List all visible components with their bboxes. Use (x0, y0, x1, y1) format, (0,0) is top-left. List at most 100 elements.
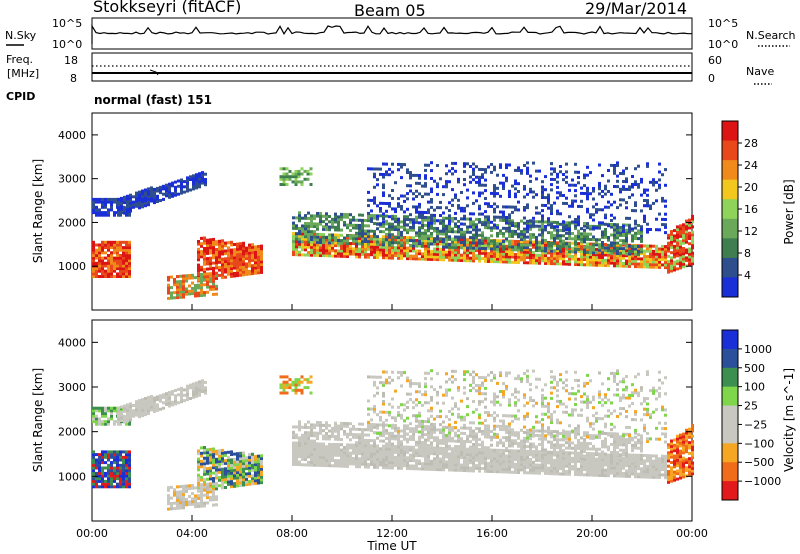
echo-cell (319, 442, 322, 446)
echo-cell (310, 444, 313, 448)
echo-cell (355, 427, 358, 431)
echo-cell (201, 171, 204, 175)
echo-cell (403, 435, 406, 438)
echo-cell (153, 193, 156, 197)
echo-cell (475, 254, 478, 258)
echo-cell (334, 228, 337, 232)
echo-cell (126, 202, 129, 206)
echo-cell (532, 450, 535, 454)
echo-cell (454, 466, 457, 469)
echo-cell (547, 219, 550, 223)
echo-cell (619, 256, 622, 260)
echo-cell (313, 230, 316, 234)
echo-cell (601, 208, 604, 212)
echo-cell (424, 163, 427, 167)
echo-cell (637, 246, 640, 250)
echo-cell (113, 240, 116, 244)
echo-cell (514, 255, 517, 259)
echo-cell (325, 450, 328, 454)
echo-cell (493, 244, 496, 248)
echo-cell (514, 449, 517, 453)
echo-cell (373, 444, 376, 448)
echo-cell (113, 248, 116, 252)
echo-cell (285, 172, 289, 176)
echo-cell (451, 450, 454, 454)
echo-cell (544, 249, 547, 253)
echo-cell (574, 263, 577, 266)
echo-cell (355, 223, 358, 227)
echo-cell (409, 445, 412, 449)
echo-cell (580, 459, 583, 463)
echo-cell (373, 449, 376, 453)
echo-cell (325, 212, 328, 216)
echo-cell (304, 248, 307, 252)
echo-cell (427, 252, 430, 256)
echo-cell (472, 246, 475, 250)
echo-cell (484, 236, 487, 240)
echo-cell (574, 189, 577, 193)
echo-cell (215, 242, 218, 246)
echo-cell (526, 224, 529, 228)
echo-cell (221, 273, 224, 277)
echo-cell (502, 205, 505, 209)
echo-cell (367, 242, 370, 246)
echo-cell (385, 463, 388, 467)
echo-cell (403, 461, 406, 465)
echo-cell (215, 255, 218, 259)
echo-cell (508, 224, 511, 228)
echo-cell (358, 224, 361, 227)
echo-cell (191, 292, 194, 296)
echo-cell (463, 230, 466, 234)
echo-cell (508, 260, 511, 264)
echo-cell (110, 197, 113, 201)
echo-cell (496, 234, 499, 238)
echo-cell (352, 443, 355, 447)
echo-cell (113, 259, 116, 263)
echo-cell (643, 464, 646, 468)
echo-cell (661, 247, 664, 251)
echo-cell (472, 259, 475, 263)
echo-cell (622, 474, 625, 478)
echo-cell (119, 248, 122, 252)
echo-cell (640, 247, 643, 251)
echo-cell (400, 251, 403, 255)
echo-cell (466, 238, 469, 242)
echo-cell (254, 261, 257, 265)
echo-cell (541, 190, 544, 194)
echo-cell (475, 256, 478, 260)
echo-cell (328, 429, 331, 433)
echo-cell (301, 237, 304, 241)
echo-cell (409, 244, 412, 248)
echo-cell (487, 218, 490, 222)
echo-cell (189, 175, 192, 179)
echo-cell (101, 248, 104, 252)
echo-cell (676, 230, 679, 234)
echo-cell (418, 174, 421, 177)
echo-cell (346, 252, 349, 256)
echo-cell (586, 186, 589, 190)
echo-cell (502, 213, 505, 217)
echo-cell (367, 439, 370, 442)
echo-cell (119, 254, 122, 257)
echo-cell (373, 242, 376, 246)
echo-cell (625, 249, 628, 252)
echo-cell (499, 467, 502, 471)
echo-cell (469, 248, 472, 252)
echo-cell (454, 453, 457, 457)
echo-cell (212, 248, 215, 252)
echo-cell (652, 467, 655, 471)
echo-cell (613, 241, 616, 245)
echo-cell (212, 287, 215, 291)
echo-cell (679, 258, 682, 262)
echo-cell (538, 463, 541, 467)
echo-cell (297, 172, 301, 176)
echo-cell (586, 452, 589, 455)
echo-cell (559, 250, 562, 253)
echo-cell (373, 201, 376, 205)
echo-cell (502, 252, 505, 256)
echo-cell (565, 260, 568, 263)
echo-cell (466, 256, 469, 260)
echo-cell (406, 459, 409, 462)
echo-cell (177, 179, 180, 183)
